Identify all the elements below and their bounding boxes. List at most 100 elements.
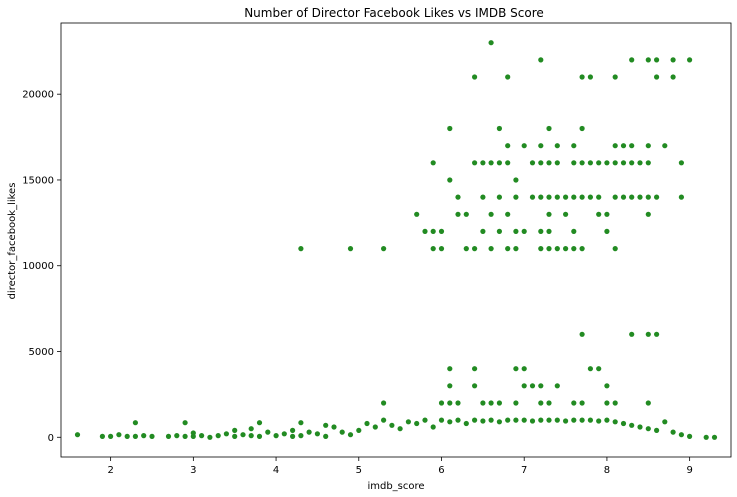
data-point xyxy=(265,429,271,435)
data-point xyxy=(538,194,544,200)
data-point xyxy=(108,433,114,439)
data-point xyxy=(298,433,304,439)
data-point xyxy=(629,143,635,149)
data-point xyxy=(447,383,453,389)
data-point xyxy=(546,417,552,423)
data-point xyxy=(703,434,709,440)
data-point xyxy=(571,246,577,252)
data-point xyxy=(472,417,478,423)
data-point xyxy=(571,143,577,149)
data-point xyxy=(637,194,643,200)
data-point xyxy=(496,228,502,234)
data-point xyxy=(372,424,378,430)
y-tick-label: 5000 xyxy=(29,347,54,358)
data-point xyxy=(190,433,196,439)
data-point xyxy=(298,420,304,426)
data-point xyxy=(496,400,502,406)
y-tick-label: 15000 xyxy=(22,175,54,186)
data-point xyxy=(678,194,685,200)
data-point xyxy=(347,432,354,438)
data-point xyxy=(414,420,420,427)
data-point xyxy=(604,417,610,423)
data-point xyxy=(579,74,585,80)
data-point xyxy=(612,194,618,200)
data-point xyxy=(472,246,478,252)
data-point xyxy=(629,194,635,200)
data-point xyxy=(654,74,660,80)
data-point xyxy=(438,246,445,252)
data-point xyxy=(505,417,511,423)
x-tick-label: 8 xyxy=(604,465,610,476)
data-point xyxy=(571,417,577,423)
chart-title: Number of Director Facebook Likes vs IMD… xyxy=(244,6,544,20)
data-point xyxy=(488,246,494,252)
data-point xyxy=(488,417,494,423)
data-point xyxy=(604,400,610,406)
data-point xyxy=(480,400,486,406)
data-point xyxy=(215,433,221,439)
data-point xyxy=(463,420,469,427)
data-point xyxy=(571,400,577,406)
x-axis-label: imdb_score xyxy=(367,481,424,492)
data-point xyxy=(513,400,519,406)
data-point xyxy=(74,432,81,438)
data-point xyxy=(248,426,254,432)
data-point xyxy=(654,331,660,337)
data-point xyxy=(587,160,594,166)
data-point xyxy=(422,417,428,423)
data-point xyxy=(538,383,544,389)
data-point xyxy=(645,57,651,63)
data-point xyxy=(538,246,544,252)
data-point xyxy=(116,432,122,438)
data-point xyxy=(513,417,519,423)
data-point xyxy=(546,125,552,132)
data-point xyxy=(546,246,552,252)
data-point xyxy=(290,433,296,439)
x-tick-label: 9 xyxy=(686,465,692,476)
data-point xyxy=(331,424,337,430)
data-point xyxy=(513,366,519,372)
data-points xyxy=(74,40,718,440)
data-point xyxy=(513,177,519,183)
data-point xyxy=(513,228,519,234)
data-point xyxy=(472,366,478,372)
data-point xyxy=(223,431,229,437)
data-point xyxy=(447,125,453,132)
data-point xyxy=(174,433,180,439)
data-point xyxy=(447,366,453,372)
data-point xyxy=(488,160,494,166)
data-point xyxy=(645,211,651,217)
data-point xyxy=(620,194,627,200)
data-point xyxy=(381,400,387,406)
data-point xyxy=(505,246,511,252)
data-point xyxy=(637,424,643,430)
data-point xyxy=(579,125,585,132)
data-point xyxy=(612,246,618,252)
data-point xyxy=(645,426,651,432)
data-point xyxy=(488,211,494,217)
y-tick-label: 0 xyxy=(48,433,54,444)
data-point xyxy=(629,160,635,166)
data-point xyxy=(670,57,676,63)
data-point xyxy=(207,434,213,440)
data-point xyxy=(529,418,536,424)
data-point xyxy=(422,228,428,234)
data-point xyxy=(596,418,602,424)
data-point xyxy=(505,160,511,166)
data-point xyxy=(538,400,544,406)
y-tick-label: 20000 xyxy=(22,90,54,101)
data-point xyxy=(687,433,693,439)
data-point xyxy=(124,433,130,439)
data-point xyxy=(687,57,693,63)
data-point xyxy=(604,160,610,166)
data-point xyxy=(637,160,643,166)
data-point xyxy=(538,57,544,63)
data-point xyxy=(463,211,469,217)
data-point xyxy=(513,194,519,200)
data-point xyxy=(438,228,445,234)
data-point xyxy=(571,160,577,166)
data-point xyxy=(678,432,685,438)
data-point xyxy=(381,417,387,423)
data-point xyxy=(645,194,651,200)
